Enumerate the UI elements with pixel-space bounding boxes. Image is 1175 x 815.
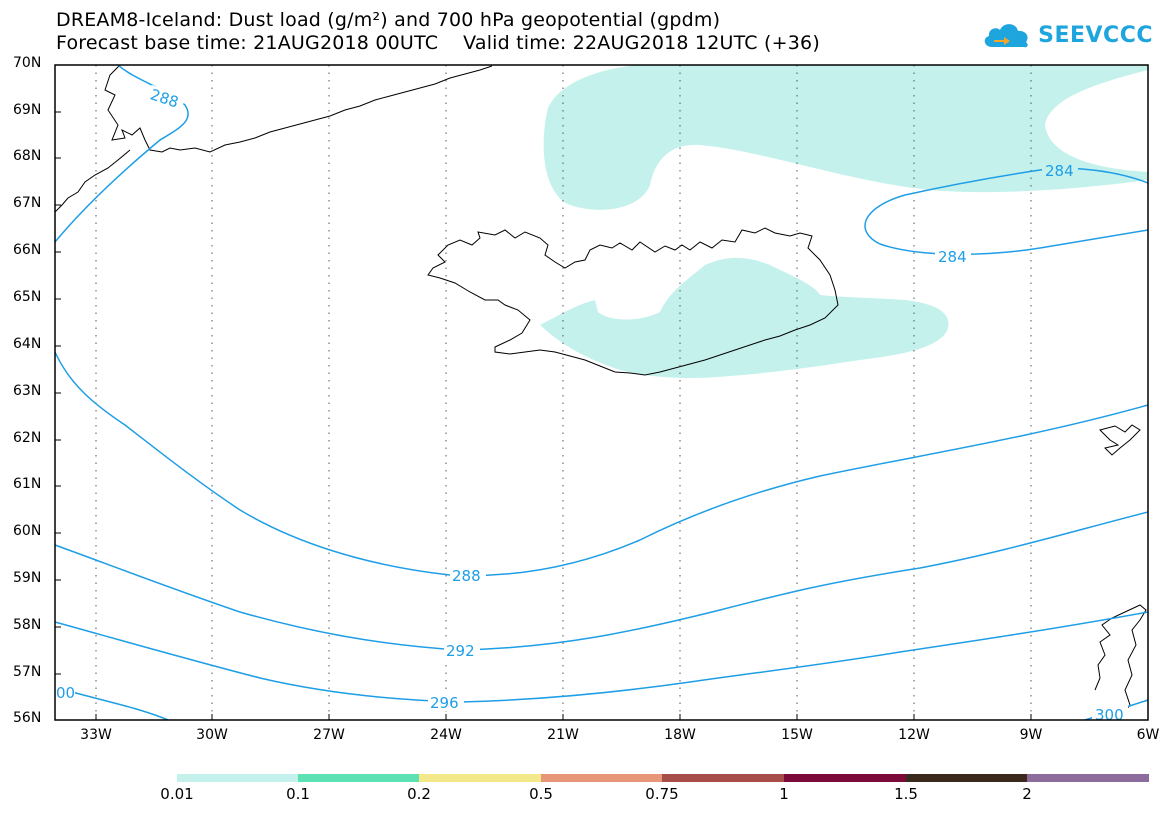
lat-label-59n: 59N — [13, 570, 42, 586]
lat-label-61n: 61N — [13, 476, 42, 492]
lon-label-27w: 27W — [313, 727, 345, 743]
colorbar-label-0-5: 0.5 — [529, 785, 553, 803]
lon-label-9w: 9W — [1019, 727, 1043, 743]
lon-label-15w: 15W — [781, 727, 813, 743]
contour-label-288-north: 288 — [148, 85, 181, 111]
colorbar-label-0-75: 0.75 — [645, 785, 679, 803]
colorbar-segment-1 — [177, 774, 298, 782]
coastlines — [54, 64, 1147, 719]
lat-label-66n: 66N — [13, 242, 42, 258]
colorbar-segment-6 — [784, 774, 906, 782]
cloud-icon — [984, 24, 1028, 48]
contour-label-284-upper: 284 — [1045, 162, 1074, 180]
lat-label-68n: 68N — [13, 148, 42, 164]
greenland-coastline — [54, 64, 493, 213]
lat-label-69n: 69N — [13, 102, 42, 118]
lon-label-24w: 24W — [430, 727, 462, 743]
lat-label-70n: 70N — [13, 55, 42, 71]
lon-label-18w: 18W — [664, 727, 696, 743]
lat-label-58n: 58N — [13, 617, 42, 633]
lon-label-12w: 12W — [898, 727, 930, 743]
tick-marks — [55, 111, 1032, 720]
contour-label-300-west: 00 — [56, 684, 75, 702]
seevccc-logo: SEEVCCC — [980, 20, 1153, 50]
colorbar-label-0-01: 0.01 — [160, 785, 194, 803]
lon-label-30w: 30W — [196, 727, 228, 743]
iceland-coastline — [427, 227, 839, 376]
lat-label-56n: 56N — [13, 710, 42, 726]
scotland-coastline — [1094, 604, 1147, 719]
contour-label-284-lower: 284 — [938, 248, 967, 266]
colorbar-segment-3 — [419, 774, 541, 782]
colorbar-segment-7 — [906, 774, 1027, 782]
lat-label-63n: 63N — [13, 383, 42, 399]
colorbar-segment-5 — [662, 774, 784, 782]
logo-text: SEEVCCC — [1038, 22, 1153, 48]
lat-label-64n: 64N — [13, 336, 42, 352]
lat-label-67n: 67N — [13, 195, 42, 211]
dust-load-area — [540, 65, 1148, 378]
geopotential-contours — [54, 64, 1149, 721]
faroe-coastline — [1099, 424, 1141, 456]
colorbar-label-1: 1 — [779, 785, 789, 803]
colorbar-label-0-1: 0.1 — [286, 785, 310, 803]
colorbar-segment-2 — [298, 774, 419, 782]
contour-label-292: 292 — [446, 642, 475, 660]
contour-label-300: 300 — [1095, 706, 1124, 724]
lat-label-57n: 57N — [13, 664, 42, 680]
title-line-1: DREAM8-Iceland: Dust load (g/m²) and 700… — [56, 9, 721, 31]
lon-label-33w: 33W — [80, 727, 112, 743]
lon-label-21w: 21W — [547, 727, 579, 743]
lat-label-65n: 65N — [13, 289, 42, 305]
colorbar-label-0-2: 0.2 — [407, 785, 431, 803]
colorbar-segment-8 — [1027, 774, 1149, 782]
title-line-2: Forecast base time: 21AUG2018 00UTC Vali… — [56, 32, 820, 54]
colorbar-label-1-5: 1.5 — [894, 785, 918, 803]
contour-labels: 288 284 284 288 292 296 300 00 — [55, 84, 1128, 724]
colorbar-label-2: 2 — [1022, 785, 1032, 803]
lat-label-62n: 62N — [13, 430, 42, 446]
contour-label-296: 296 — [430, 694, 459, 712]
colorbar-segment-4 — [541, 774, 662, 782]
contour-label-288-south: 288 — [452, 567, 481, 585]
lat-label-60n: 60N — [13, 523, 42, 539]
lon-label-6w: 6W — [1136, 727, 1160, 743]
colorbar — [177, 774, 1149, 782]
